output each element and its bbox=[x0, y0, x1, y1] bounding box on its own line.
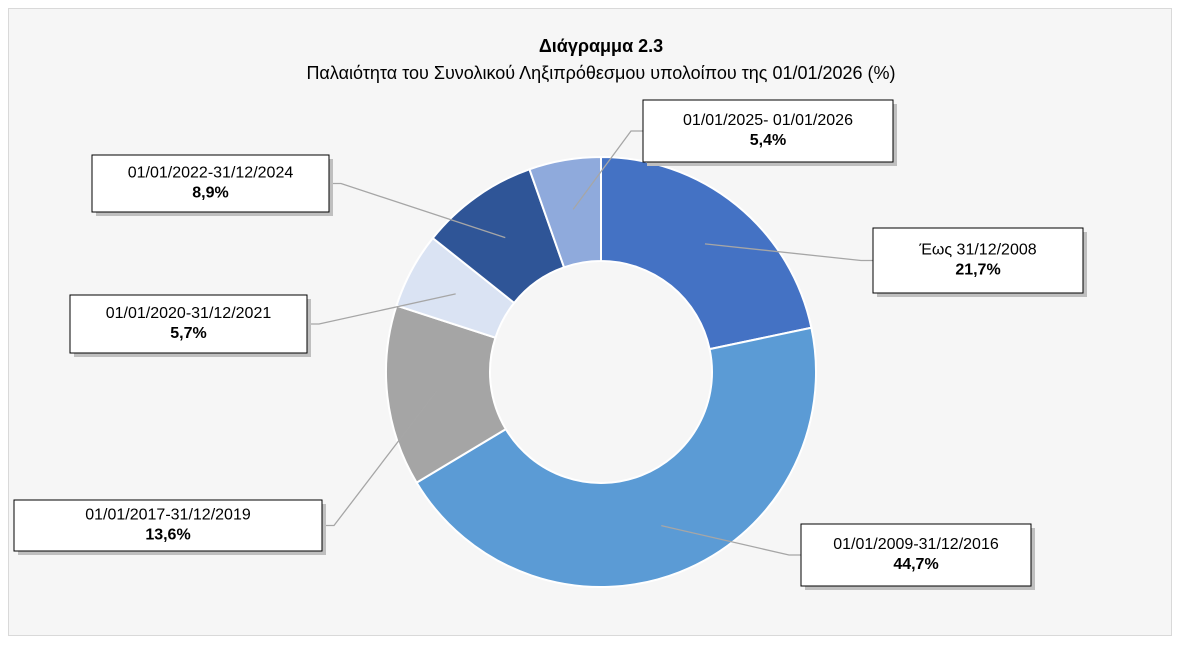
donut-slice bbox=[385, 304, 508, 484]
slice-label: 01/01/2025- 01/01/2026 bbox=[683, 112, 853, 129]
slice-label: 01/01/2009-31/12/2016 bbox=[833, 536, 999, 553]
chart-title: Διάγραμμα 2.3 bbox=[539, 36, 663, 56]
value-label: 5,4% bbox=[750, 132, 786, 149]
value-label: 5,7% bbox=[170, 325, 206, 342]
label-box bbox=[69, 294, 308, 354]
value-label: 21,7% bbox=[955, 262, 1000, 279]
slice-label: 01/01/2022-31/12/2024 bbox=[128, 165, 294, 182]
slice-label: Έως 31/12/2008 bbox=[918, 242, 1036, 259]
slice-label: 01/01/2020-31/12/2021 bbox=[106, 305, 272, 322]
value-label: 44,7% bbox=[893, 556, 938, 573]
label-box bbox=[872, 227, 1084, 294]
label-box bbox=[91, 154, 330, 213]
label-box bbox=[642, 99, 894, 163]
leader-line bbox=[704, 243, 873, 262]
label-box bbox=[13, 499, 323, 552]
label-box bbox=[800, 523, 1032, 587]
leader-line bbox=[572, 130, 643, 210]
slice-label: 01/01/2017-31/12/2019 bbox=[85, 507, 251, 524]
value-label: 8,9% bbox=[192, 185, 228, 202]
value-label: 13,6% bbox=[145, 527, 190, 544]
leader-line bbox=[661, 524, 801, 556]
chart-subtitle: Παλαιότητα του Συνολικού Ληξιπρόθεσμου υ… bbox=[306, 63, 895, 83]
donut-slice bbox=[415, 326, 817, 588]
donut-slice bbox=[600, 155, 813, 351]
donut-slice bbox=[528, 155, 602, 269]
